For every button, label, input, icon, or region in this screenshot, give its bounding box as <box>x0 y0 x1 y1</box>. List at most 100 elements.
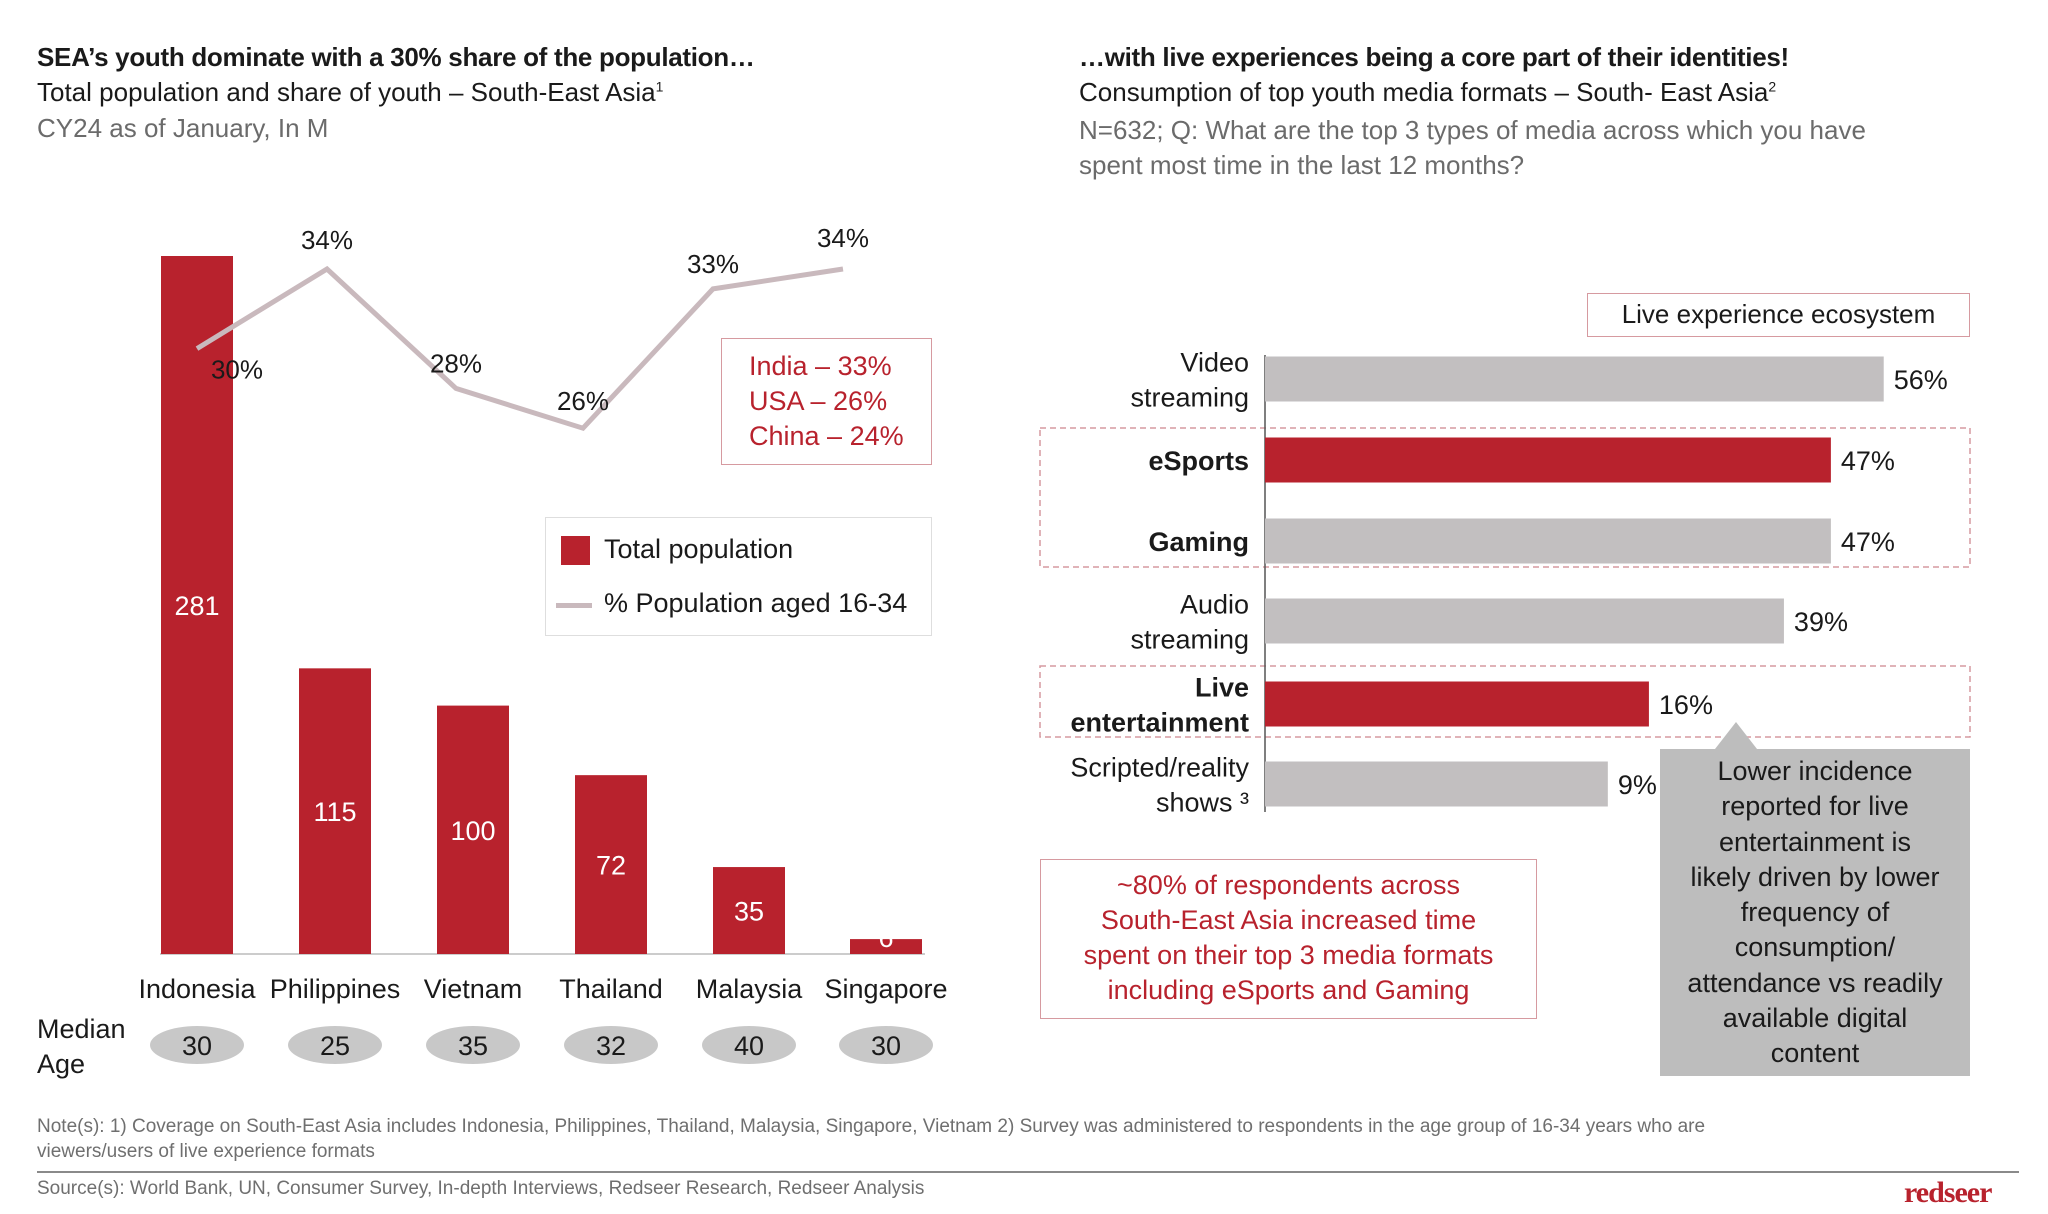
line-value-label: 33% <box>687 249 739 279</box>
bar-video <box>1265 356 1884 402</box>
note-line: Note(s): 1) Coverage on South-East Asia … <box>37 1116 1706 1137</box>
bar-value-label: 16% <box>1659 690 1713 720</box>
right-subtitle-text: Consumption of top youth media formats –… <box>1079 77 1769 107</box>
line-value-label: 28% <box>430 348 482 378</box>
bar-value-label: 100 <box>450 816 495 846</box>
callout-line: ~80% of respondents across <box>1117 870 1460 900</box>
ecosystem-label-box: Live experience ecosystem <box>1587 293 1970 337</box>
category-label: Gaming <box>1148 527 1249 557</box>
left-subtitle-text: Total population and share of youth – So… <box>37 77 656 107</box>
footnote-marker: 2 <box>1768 78 1777 95</box>
category-label: eSports <box>1148 446 1249 476</box>
median-age-pill <box>702 1026 796 1064</box>
category-label: entertainment <box>1070 708 1249 738</box>
highlight-box-esports-gaming <box>1039 427 1971 568</box>
bar-gaming <box>1265 518 1831 564</box>
median-age-value: 32 <box>596 1031 626 1061</box>
line-value-label: 34% <box>301 225 353 255</box>
callout-line: Lower incidence <box>1717 756 1913 786</box>
footnote-marker: 1 <box>655 78 664 95</box>
median-age-label: Median Age <box>37 1012 126 1082</box>
callout-line: India – 33% <box>749 351 892 381</box>
question-line: spent most time in the last 12 months? <box>1079 150 1525 180</box>
median-age-value: 25 <box>320 1031 350 1061</box>
highlight-box-live-entertainment <box>1039 665 1971 738</box>
footer-divider <box>37 1171 2019 1173</box>
right-subtitle: Consumption of top youth media formats –… <box>1079 77 1776 108</box>
median-age-pill <box>426 1026 520 1064</box>
median-age-label-line: Age <box>37 1049 86 1079</box>
bar-singapore <box>850 939 922 954</box>
callout-line: frequency of <box>1740 897 1890 928</box>
legend: Total population % Population aged 16-34 <box>545 517 932 636</box>
bar-value-label: 47% <box>1841 527 1895 557</box>
line-value-label: 34% <box>817 223 869 253</box>
right-title: …with live experiences being a core part… <box>1079 42 1789 72</box>
category-label: streaming <box>1130 383 1249 413</box>
median-age-value: 35 <box>458 1031 488 1061</box>
category-label: Audio <box>1180 590 1249 620</box>
category-label: shows ³ <box>1156 788 1249 818</box>
callout-line: available digital <box>1722 1003 1908 1034</box>
bar-value-label: 72 <box>596 851 626 881</box>
survey-question: N=632; Q: What are the top 3 types of me… <box>1079 113 1866 183</box>
callout-line: reported for live <box>1721 791 1909 822</box>
legend-swatch-line <box>556 603 592 608</box>
source: Source(s): World Bank, UN, Consumer Surv… <box>37 1178 925 1199</box>
notes: Note(s): 1) Coverage on South-East Asia … <box>37 1114 1705 1164</box>
bar-value-label: 35 <box>734 897 764 927</box>
category-label: Vietnam <box>424 974 523 1004</box>
line-value-label: 26% <box>557 386 609 416</box>
live-entertainment-callout: Lower incidence reported for live entert… <box>1660 749 1970 1076</box>
median-age-pill <box>839 1026 933 1064</box>
survey-insight-callout: ~80% of respondents across South-East As… <box>1040 859 1537 1019</box>
median-age-value: 30 <box>871 1031 901 1061</box>
bar-value-label: 47% <box>1841 446 1895 476</box>
redseer-logo: redseer <box>1904 1176 1992 1209</box>
callout-line: including eSports and Gaming <box>1107 975 1470 1005</box>
bar-scripted-reality <box>1265 761 1608 807</box>
category-label: streaming <box>1130 625 1249 655</box>
callout-line: USA – 26% <box>749 386 888 416</box>
callout-line: South-East Asia increased time <box>1100 905 1477 935</box>
median-age-value: 30 <box>182 1031 212 1061</box>
callout-line: China – 24% <box>749 421 904 451</box>
callout-line: spent on their top 3 media formats <box>1083 940 1494 970</box>
bar-value-label: 9% <box>1618 770 1657 800</box>
median-age-value: 40 <box>734 1031 764 1061</box>
note-line: viewers/users of live experience formats <box>37 1141 375 1162</box>
legend-label: % Population aged 16-34 <box>604 588 908 618</box>
bar-value-label: 39% <box>1794 607 1848 637</box>
callout-line: entertainment is <box>1718 826 1912 857</box>
bar-value-label: 115 <box>313 797 356 827</box>
bar-value-label: 281 <box>174 591 219 621</box>
callout-line: likely driven by lower <box>1690 861 1940 892</box>
median-age-pill <box>150 1026 244 1064</box>
left-title: SEA’s youth dominate with a 30% share of… <box>37 42 755 72</box>
category-label: Scripted/reality <box>1070 753 1249 783</box>
bar-value-label: 56% <box>1894 365 1948 395</box>
callout-line: consumption/ <box>1734 932 1896 963</box>
category-label: Indonesia <box>138 974 256 1004</box>
callout-line: attendance vs readily <box>1687 967 1943 998</box>
category-label: Malaysia <box>696 974 804 1004</box>
bar-philippines <box>299 668 371 954</box>
bar-audio <box>1265 598 1784 644</box>
bar-malaysia <box>713 867 785 954</box>
left-unit-line: CY24 as of January, In M <box>37 113 329 143</box>
category-label: Thailand <box>559 974 663 1004</box>
category-label: Philippines <box>270 974 401 1004</box>
line-value-label: 30% <box>211 355 263 385</box>
bar-indonesia <box>161 256 233 954</box>
bar-vietnam <box>437 705 509 954</box>
category-label: Live <box>1195 673 1249 703</box>
youth-share-line <box>195 265 844 432</box>
country-comparison-callout: India – 33% USA – 26% China – 24% <box>721 338 932 465</box>
median-age-pill <box>564 1026 658 1064</box>
callout-pointer <box>1715 722 1757 749</box>
median-age-label-line: Median <box>37 1014 126 1044</box>
legend-swatch-bar <box>561 536 590 565</box>
category-label: Video <box>1180 348 1249 378</box>
